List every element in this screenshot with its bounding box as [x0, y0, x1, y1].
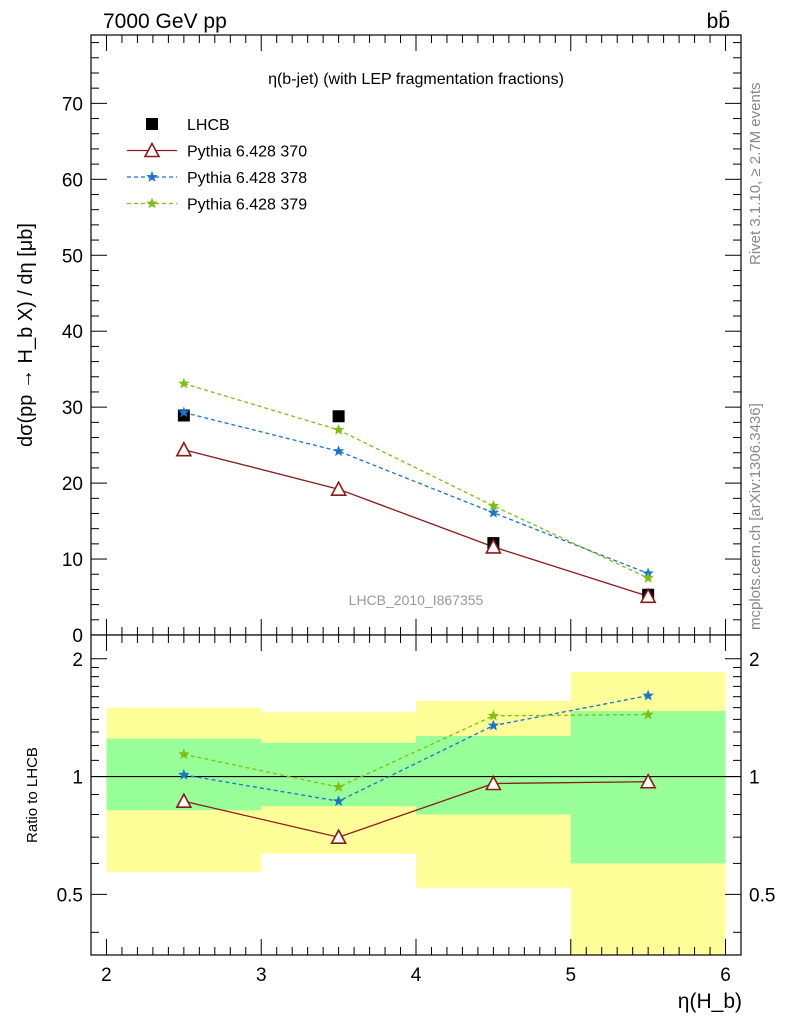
legend-marker-pythia-6-428-370	[143, 141, 161, 158]
ratio-y-tick-label: 2	[72, 650, 83, 671]
main-point-pythia-6-428-370	[175, 440, 193, 457]
ratio-series-lines	[183, 694, 649, 838]
main-axes: 0 10 20 30 40 50 60 70	[62, 34, 742, 647]
x-tick-label: 6	[720, 965, 731, 986]
main-point-pythia-6-428-378	[487, 506, 500, 518]
ratio-y-axis-label: Ratio to LHCB	[24, 747, 41, 843]
main-point-pythia-6-428-370	[485, 538, 502, 554]
legend-marker-lhcb	[146, 118, 158, 130]
main-point-pythia-6-428-379	[178, 377, 190, 389]
ratio-y-tick-label: 1	[72, 768, 83, 789]
legend: LHCB Pythia 6.428 370 Pythia 6.428 378 Pyth…	[127, 117, 307, 214]
main-y-tick-label: 70	[62, 94, 83, 115]
ratio-point-pythia-6-428-370	[639, 773, 657, 789]
main-series-lines	[183, 382, 649, 597]
header-left: 7000 GeV pp	[103, 10, 227, 33]
ratio-point-pythia-6-428-379	[642, 708, 654, 720]
ratio-point-pythia-6-428-370	[330, 828, 347, 844]
main-y-tick-label: 0	[72, 626, 83, 647]
header-right: bb̄	[707, 10, 730, 33]
main-series-markers	[175, 377, 657, 604]
main-point-pythia-6-428-379	[642, 572, 654, 583]
ratio-point-pythia-6-428-378	[642, 689, 654, 701]
legend-marker-pythia-6-428-379	[146, 197, 158, 209]
main-y-axis-label: dσ(pp → H_b X) / dη [μb]	[15, 223, 37, 447]
main-line-pythia-6-428-379	[183, 382, 649, 579]
legend-label-pythia-6-428-378: Pythia 6.428 378	[187, 170, 307, 187]
ratio-point-pythia-6-428-378	[487, 719, 500, 731]
side-text-bottom: mcplots.cern.ch [arXiv:1306.3436]	[747, 403, 764, 630]
main-y-tick-label: 30	[62, 398, 83, 419]
main-point-pythia-6-428-379	[487, 499, 500, 511]
main-title: η(b-jet) (with LEP fragmentation fractio…	[268, 71, 564, 88]
ratio-axes: 0.5 0.5 1 1 2 2 2 3 4 5 6	[57, 634, 775, 986]
ratio-point-pythia-6-428-378	[332, 795, 345, 807]
main-y-tick-label: 20	[62, 474, 83, 495]
main-point-lhcb	[332, 410, 345, 423]
main-y-tick-label: 60	[62, 170, 83, 191]
side-text-top: Rivet 3.1.10, ≥ 2.7M events	[747, 83, 764, 266]
ratio-line-pythia-6-428-378	[183, 694, 649, 802]
main-point-pythia-6-428-370	[639, 587, 657, 604]
ratio-point-pythia-6-428-370	[485, 774, 502, 791]
main-point-pythia-6-428-378	[178, 406, 190, 418]
legend-label-pythia-6-428-379: Pythia 6.428 379	[187, 197, 307, 214]
ratio-point-pythia-6-428-379	[487, 709, 500, 721]
ratio-line-pythia-6-428-379	[183, 713, 649, 788]
main-line-pythia-6-428-378	[183, 411, 649, 575]
main-y-tick-label: 10	[62, 550, 83, 571]
main-y-tick-label: 40	[62, 322, 83, 343]
x-tick-label: 4	[411, 965, 422, 986]
ratio-y-tick-label: 1	[749, 768, 760, 789]
ratio-point-pythia-6-428-379	[332, 781, 345, 792]
ratio-line-pythia-6-428-370	[183, 781, 649, 838]
main-point-pythia-6-428-379	[332, 423, 345, 435]
x-tick-label: 5	[565, 965, 576, 986]
ratio-point-pythia-6-428-379	[178, 748, 190, 760]
ratio-y-tick-label: 0.5	[749, 885, 775, 906]
main-y-tick-label: 50	[62, 246, 83, 267]
legend-label-pythia-6-428-370: Pythia 6.428 370	[187, 144, 307, 161]
main-point-pythia-6-428-370	[330, 480, 347, 496]
ratio-point-pythia-6-428-378	[178, 768, 190, 780]
legend-marker-pythia-6-428-378	[146, 171, 158, 182]
ratio-y-tick-label: 0.5	[57, 885, 83, 906]
ratio-y-tick-label: 2	[749, 650, 760, 671]
x-axis-label: η(H_b)	[678, 990, 742, 1013]
ratio-point-pythia-6-428-370	[175, 792, 193, 809]
main-line-pythia-6-428-370	[183, 449, 649, 597]
main-point-pythia-6-428-378	[332, 445, 345, 457]
watermark: LHCB_2010_I867355	[349, 592, 484, 608]
ratio-bands	[91, 635, 741, 955]
ratio-series-markers	[175, 689, 657, 844]
x-tick-label: 3	[256, 965, 267, 986]
legend-label-lhcb: LHCB	[187, 117, 230, 134]
x-tick-label: 2	[101, 965, 112, 986]
